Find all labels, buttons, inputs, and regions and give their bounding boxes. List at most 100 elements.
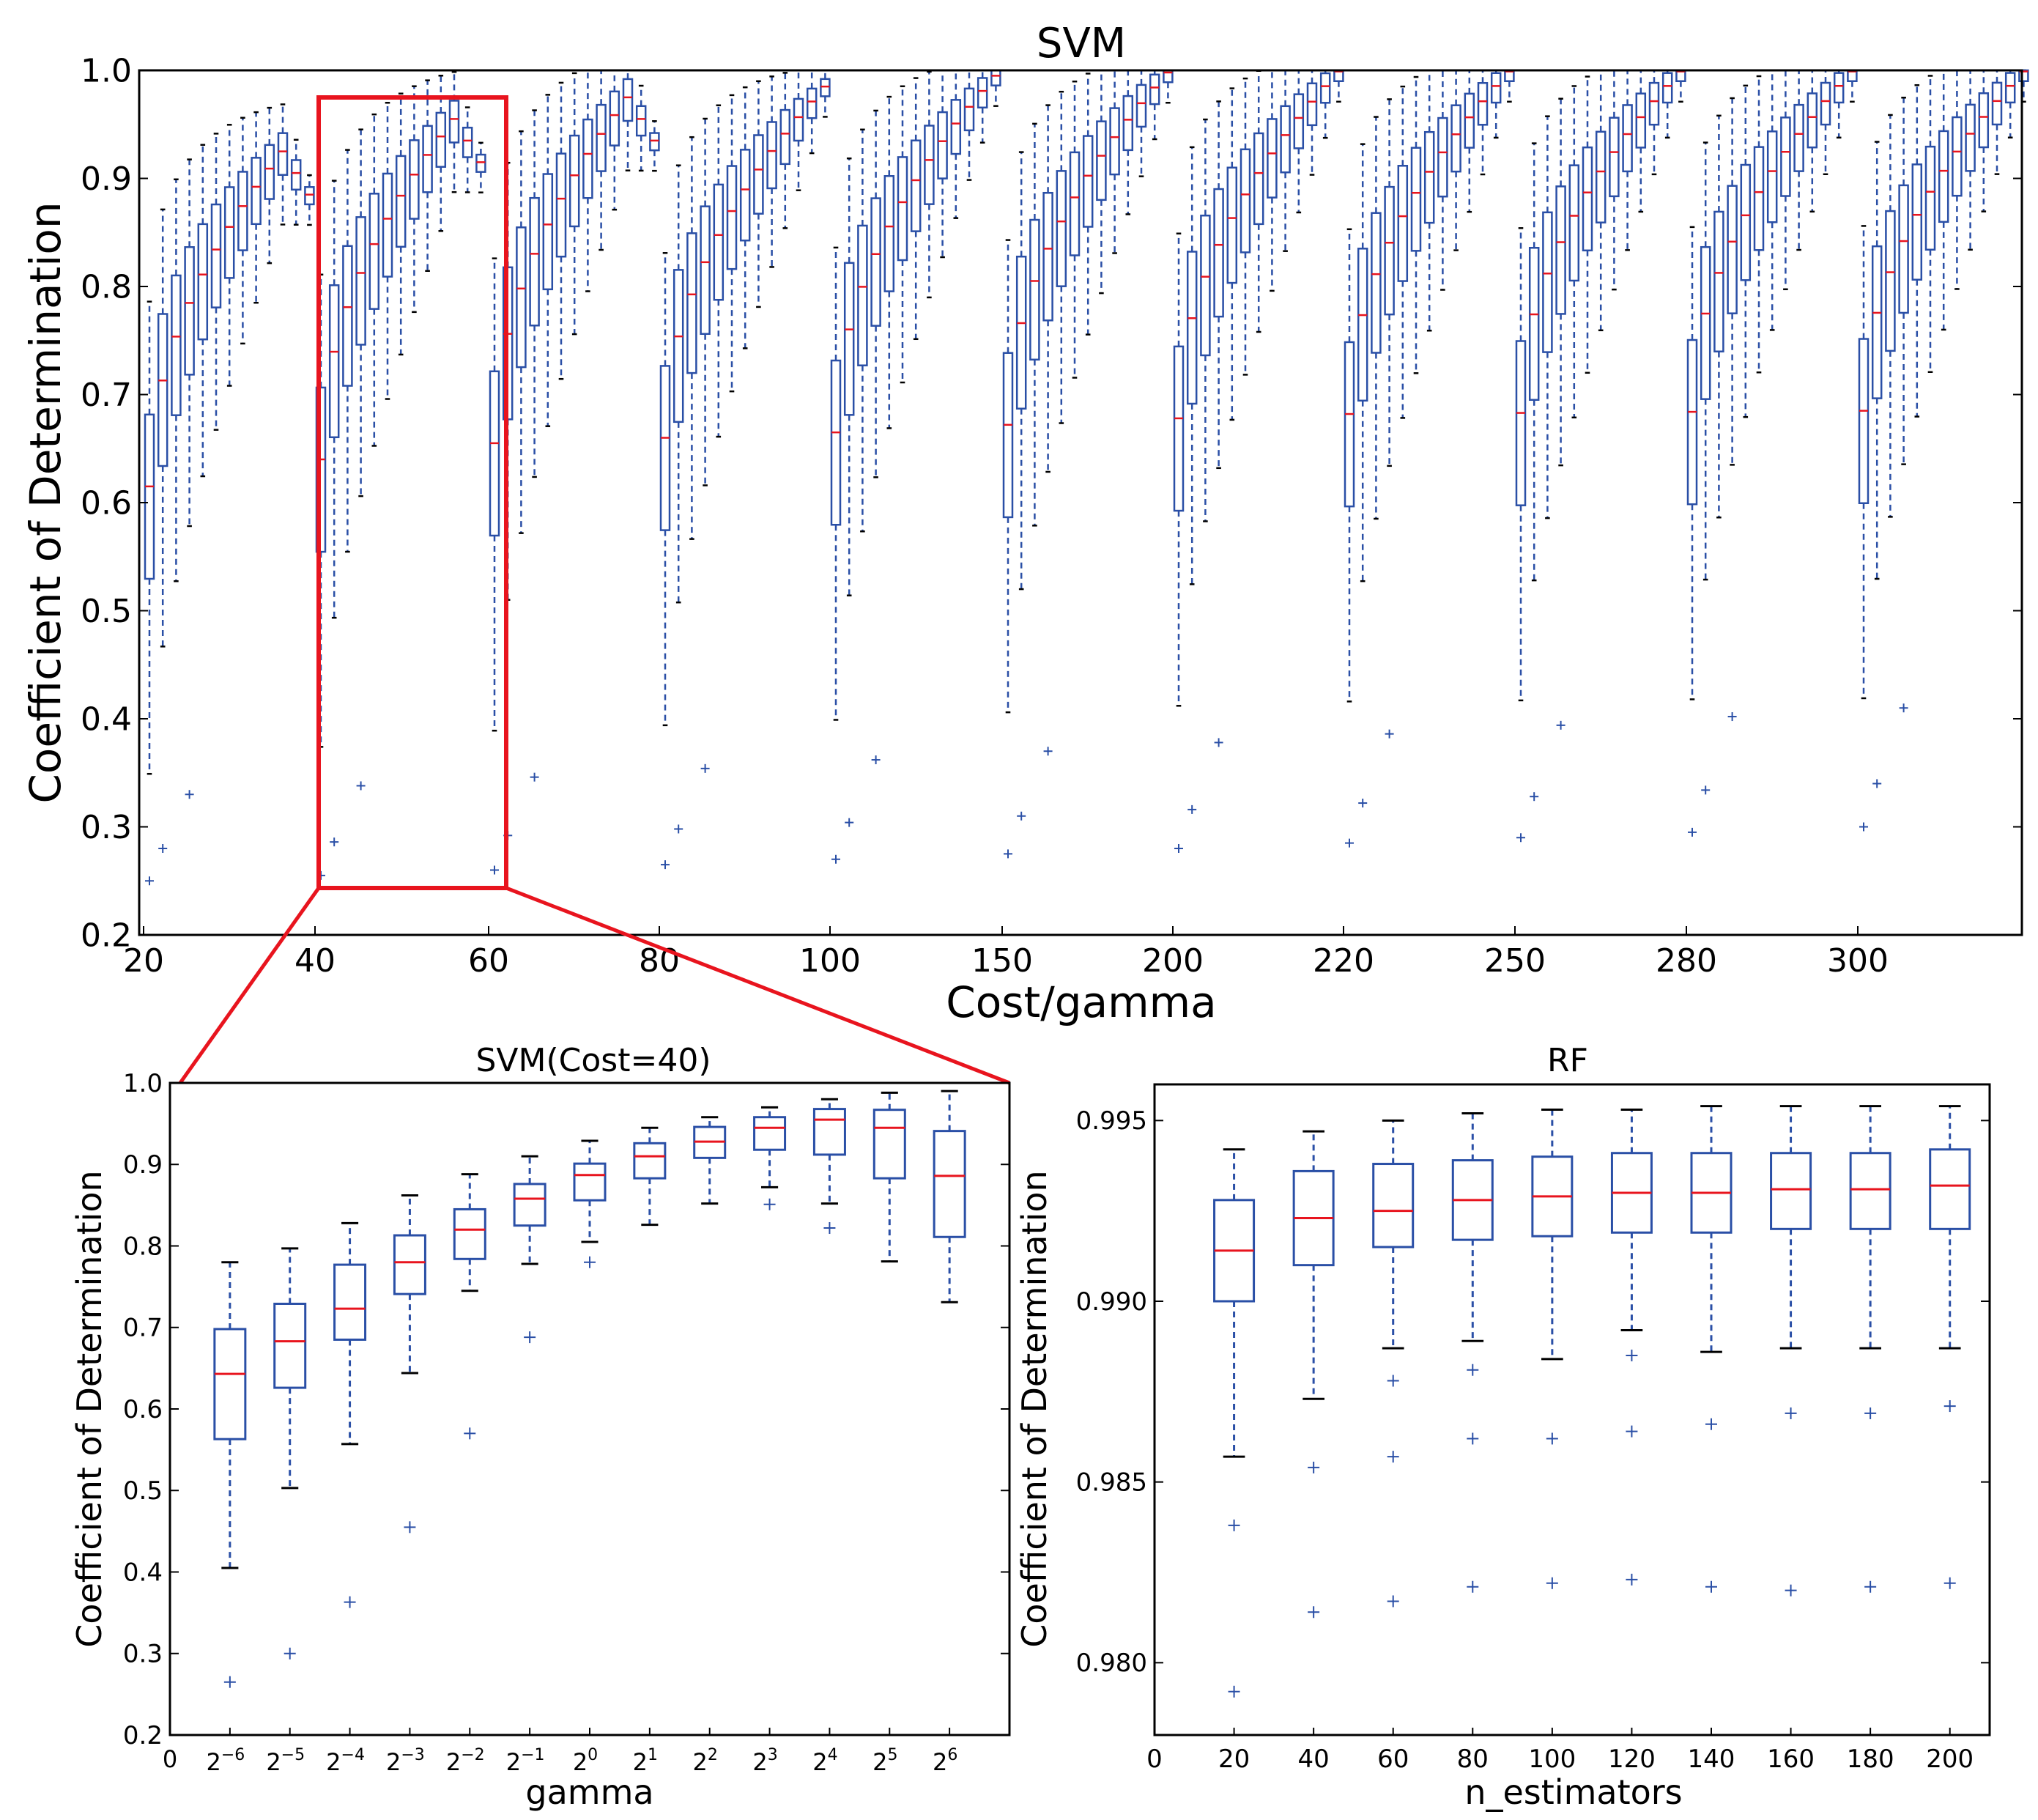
- box-body: [1753, 146, 1765, 251]
- box-125: [1793, 69, 1804, 251]
- box-102: [1490, 69, 1502, 139]
- box-51: [820, 69, 831, 118]
- box-body: [1002, 352, 1014, 519]
- box-14: [328, 180, 340, 847]
- box-body: [328, 284, 340, 439]
- box-4: [453, 1173, 486, 1440]
- box-body: [1410, 147, 1422, 252]
- box-38: [649, 120, 660, 172]
- box-18: [382, 102, 393, 400]
- box-body: [1568, 164, 1580, 282]
- box-body: [1911, 163, 1923, 281]
- box-44: [726, 94, 738, 393]
- box-121: [1740, 84, 1752, 418]
- box-62: [963, 69, 975, 181]
- box-body: [1213, 188, 1224, 318]
- box-body: [582, 118, 593, 199]
- box-body: [963, 87, 975, 132]
- box-body: [1344, 341, 1355, 508]
- box-9: [1929, 1105, 1971, 1589]
- box-142: [2018, 69, 2029, 103]
- box-30: [542, 94, 554, 427]
- box-body: [1515, 340, 1527, 506]
- box-body: [1991, 81, 2003, 126]
- box-body: [857, 224, 868, 366]
- box-129: [1847, 69, 1858, 103]
- box-8: [1849, 1105, 1891, 1593]
- box-body: [1780, 116, 1791, 197]
- box-body: [1555, 185, 1566, 315]
- x-tick-label: 150: [971, 942, 1033, 980]
- box-body: [1056, 170, 1067, 287]
- box-33: [582, 69, 593, 292]
- box-body: [568, 134, 580, 228]
- box-61: [950, 69, 962, 219]
- box-body: [409, 139, 420, 220]
- box-body: [910, 139, 922, 232]
- box-body: [933, 1130, 966, 1238]
- box-body: [1280, 105, 1291, 174]
- box-59: [924, 70, 935, 299]
- svm-plot-frame: [138, 69, 2023, 936]
- box-body: [1965, 103, 1976, 172]
- x-tick-label: 25: [872, 1746, 897, 1776]
- svm-cost40-x-axis: 0 2−6 2−5 2−4 2−3 2−2 2−1 20 21 22 23 24 25 26: [163, 1728, 957, 1776]
- box-body: [897, 156, 908, 262]
- x-tick-label: 23: [752, 1746, 777, 1776]
- box-46: [753, 80, 764, 308]
- box-9: [753, 1106, 787, 1210]
- box-81: [1213, 100, 1224, 747]
- box-37: [635, 84, 647, 172]
- x-tick-label: 0: [1146, 1745, 1163, 1774]
- x-tick-label: 2−2: [446, 1746, 485, 1776]
- box-body: [1952, 116, 1963, 197]
- box-body: [1173, 345, 1185, 512]
- box-130: [1858, 225, 1870, 832]
- rf-y-label: Coefficient of Determination: [1015, 1170, 1054, 1647]
- box-19: [395, 92, 407, 356]
- box-35: [609, 69, 620, 211]
- box-47: [766, 75, 777, 268]
- box-10: [277, 103, 289, 226]
- box-74: [1122, 69, 1134, 215]
- box-body: [1770, 1152, 1812, 1230]
- box-93: [1371, 116, 1382, 520]
- box-101: [1477, 69, 1489, 176]
- box-6: [223, 124, 235, 387]
- box-body: [1226, 166, 1238, 284]
- x-tick-label: 80: [1457, 1745, 1489, 1774]
- x-tick-label: 180: [1847, 1745, 1894, 1774]
- box-12: [304, 174, 315, 226]
- svm-cost40-chart: SVM(Cost=40) 0.2 0.3 0.4 0.5 0.6 0.7 0.8 0.9 1.0…: [70, 1042, 1011, 1812]
- box-body: [1740, 163, 1752, 281]
- x-tick-label: 220: [1313, 942, 1374, 980]
- box-body: [1661, 72, 1673, 104]
- box-103: [1504, 69, 1515, 103]
- box-body: [542, 173, 554, 291]
- box-body: [489, 370, 500, 537]
- box-2: [171, 178, 182, 582]
- box-6: [1690, 1105, 1733, 1593]
- box-body: [1096, 120, 1107, 201]
- box-63: [977, 69, 988, 144]
- box-124: [1780, 69, 1791, 291]
- box-body: [529, 196, 540, 327]
- box-92: [1357, 143, 1368, 808]
- box-body: [686, 232, 697, 374]
- box-body: [422, 125, 433, 193]
- box-5: [1610, 1109, 1653, 1586]
- box-141: [2004, 69, 2016, 138]
- box-136: [1938, 69, 1949, 331]
- box-114: [1648, 69, 1660, 176]
- rf-chart: RF 0.980 0.985 0.990 0.995 0 20 40 60 80 100 120 1…: [1015, 1042, 1991, 1812]
- box-58: [910, 77, 922, 341]
- box-126: [1807, 69, 1818, 213]
- box-21: [422, 79, 433, 272]
- box-body: [812, 1108, 846, 1156]
- box-55: [870, 109, 881, 765]
- box-65: [1002, 239, 1014, 859]
- box-body: [213, 1328, 247, 1440]
- zoom-line-left: [178, 887, 321, 1084]
- box-2: [1372, 1119, 1415, 1608]
